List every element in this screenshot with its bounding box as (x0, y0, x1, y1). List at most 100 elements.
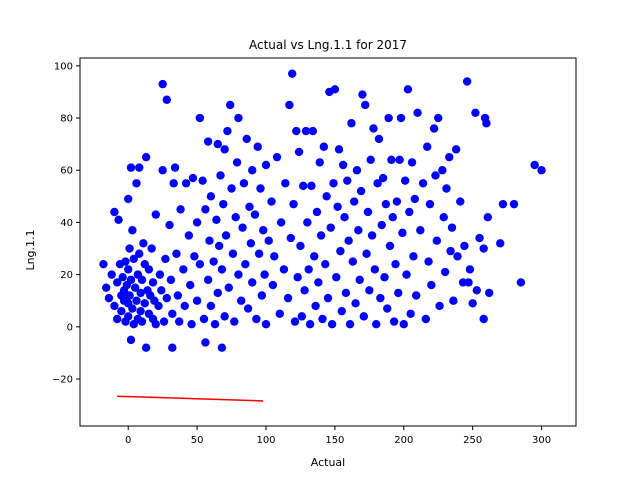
data-point (243, 304, 253, 313)
x-axis-label: Actual (311, 456, 345, 469)
data-point (118, 273, 127, 282)
data-point (462, 77, 472, 86)
data-point (110, 301, 119, 311)
data-point (147, 244, 156, 253)
data-point (472, 286, 481, 295)
data-point (136, 306, 145, 316)
data-point (206, 301, 216, 311)
data-point (389, 317, 399, 326)
data-point (479, 314, 488, 324)
data-point (464, 278, 473, 287)
data-point (124, 194, 133, 204)
data-point (314, 278, 323, 287)
data-point (293, 273, 302, 282)
data-point (326, 223, 335, 232)
data-point (140, 299, 149, 308)
data-point (267, 197, 276, 206)
data-point (345, 320, 355, 329)
data-point (159, 317, 169, 326)
data-point (148, 278, 158, 287)
data-point (471, 108, 480, 118)
data-point (316, 231, 326, 240)
data-point (384, 113, 393, 123)
data-point (374, 134, 384, 144)
data-point (349, 197, 359, 206)
data-point (135, 249, 144, 258)
data-point (248, 166, 257, 175)
x-tick-label: 100 (256, 435, 275, 446)
data-point (245, 202, 254, 211)
data-point (132, 296, 141, 305)
data-point (485, 288, 494, 298)
data-point (405, 207, 414, 217)
data-point (128, 304, 137, 313)
data-point (400, 176, 410, 185)
data-point (395, 155, 404, 164)
data-point (136, 288, 145, 298)
data-point (114, 215, 123, 225)
data-point (234, 113, 243, 123)
data-point (137, 317, 147, 326)
data-point (165, 220, 174, 230)
x-tick-label: 0 (125, 435, 131, 446)
data-point (158, 166, 167, 175)
data-point (203, 275, 213, 285)
data-point (217, 265, 227, 274)
data-point (456, 197, 465, 206)
data-point (232, 158, 242, 167)
data-point (186, 280, 195, 290)
data-point (427, 280, 436, 290)
data-point (219, 199, 228, 209)
data-point (351, 299, 360, 308)
data-point (370, 265, 380, 274)
data-point (479, 244, 488, 253)
data-point (449, 296, 458, 305)
data-point (406, 309, 415, 318)
x-tick-label: 200 (394, 435, 413, 446)
data-point (283, 293, 293, 303)
data-point (168, 343, 177, 352)
data-point (124, 312, 133, 321)
data-point (181, 179, 191, 188)
data-point (410, 194, 419, 204)
data-point (139, 239, 148, 248)
data-point (162, 95, 171, 104)
data-point (113, 278, 122, 287)
data-point (348, 257, 357, 266)
data-point (126, 335, 136, 345)
data-point (239, 179, 249, 188)
data-point (438, 166, 447, 175)
y-tick-label: 100 (54, 61, 73, 72)
y-tick-label: 60 (60, 166, 73, 177)
data-point (347, 119, 356, 128)
data-point (434, 113, 443, 123)
data-point (141, 343, 151, 352)
data-point (366, 155, 375, 164)
data-point (129, 254, 138, 264)
data-point (308, 126, 318, 136)
data-point (166, 275, 176, 285)
data-point (431, 171, 440, 180)
data-point (334, 145, 344, 154)
data-point (355, 275, 364, 285)
data-point (252, 314, 261, 324)
data-point (498, 199, 508, 209)
data-point (411, 291, 421, 300)
data-point (385, 241, 395, 251)
data-point (237, 296, 246, 305)
data-point (113, 314, 122, 324)
data-point (206, 192, 216, 201)
data-point (257, 291, 267, 300)
data-point (394, 288, 403, 298)
data-point (203, 137, 213, 146)
data-point (126, 163, 136, 172)
chart-title: Actual vs Lng.1.1 for 2017 (249, 38, 407, 52)
data-point (333, 202, 342, 211)
data-point (358, 90, 367, 99)
data-point (340, 213, 349, 222)
data-point (228, 249, 238, 258)
data-point (439, 213, 448, 222)
data-point (259, 226, 268, 235)
data-point (392, 197, 402, 206)
data-point (396, 113, 406, 123)
